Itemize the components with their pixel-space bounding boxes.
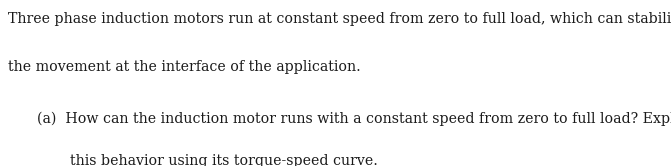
Text: this behavior using its torque-speed curve.: this behavior using its torque-speed cur… xyxy=(70,154,378,166)
Text: the movement at the interface of the application.: the movement at the interface of the app… xyxy=(8,60,361,74)
Text: (a)  How can the induction motor runs with a constant speed from zero to full lo: (a) How can the induction motor runs wit… xyxy=(37,111,671,126)
Text: Three phase induction motors run at constant speed from zero to full load, which: Three phase induction motors run at cons… xyxy=(8,12,671,26)
